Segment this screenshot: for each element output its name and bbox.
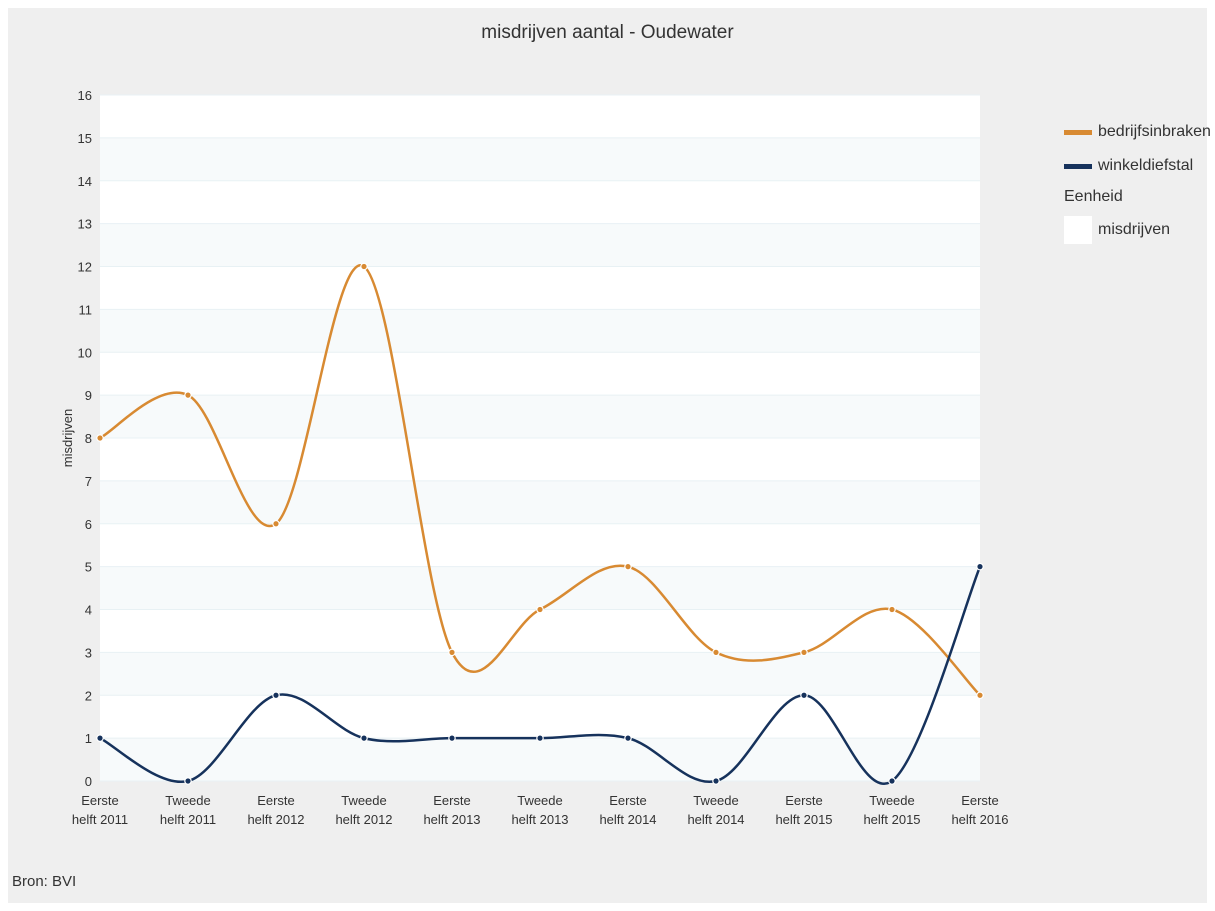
data-point-winkeldiefstal[interactable] — [800, 691, 808, 700]
legend-label-winkeldiefstal: winkeldiefstal — [1098, 157, 1194, 174]
data-point-winkeldiefstal[interactable] — [360, 734, 368, 742]
x-tick-label: helft 2013 — [511, 812, 568, 827]
y-tick-label: 10 — [78, 345, 92, 360]
data-point-winkeldiefstal[interactable] — [976, 562, 984, 571]
x-tick-label: helft 2016 — [951, 812, 1008, 827]
data-point-bedrijfsinbraken[interactable] — [360, 262, 368, 271]
grid-band — [100, 223, 980, 267]
y-tick-label: 13 — [78, 217, 92, 232]
grid-band — [100, 738, 980, 781]
grid-band — [100, 137, 980, 181]
x-tick-label: Tweede — [693, 793, 739, 808]
legend-unit-item[interactable]: misdrijven — [1064, 216, 1211, 244]
x-tick-label: Tweede — [341, 793, 387, 808]
grid-band — [100, 566, 980, 610]
y-tick-label: 15 — [78, 131, 92, 146]
x-tick-label: Eerste — [81, 793, 119, 808]
legend: bedrijfsinbraken winkeldiefstal Eenheid … — [1064, 118, 1211, 244]
grid-band — [100, 652, 980, 696]
series-layer — [96, 262, 984, 785]
legend-unit-label: misdrijven — [1098, 221, 1171, 238]
data-point-winkeldiefstal[interactable] — [272, 691, 280, 700]
legend-label-bedrijfsinbraken: bedrijfsinbraken — [1098, 123, 1211, 140]
y-tick-label: 14 — [78, 174, 92, 189]
data-point-bedrijfsinbraken[interactable] — [272, 519, 280, 528]
legend-swatch-winkeldiefstal — [1064, 163, 1092, 169]
data-point-bedrijfsinbraken[interactable] — [624, 562, 632, 571]
source-note: Bron: BVI — [12, 873, 77, 890]
x-tick-label: helft 2013 — [423, 812, 480, 827]
data-point-bedrijfsinbraken[interactable] — [800, 648, 808, 657]
y-tick-label: 4 — [85, 603, 92, 618]
grid-lines — [100, 94, 980, 782]
x-tick-label: helft 2011 — [72, 812, 128, 827]
x-tick-label: helft 2014 — [687, 812, 744, 827]
y-tick-label: 12 — [78, 260, 92, 275]
data-point-bedrijfsinbraken[interactable] — [976, 691, 984, 700]
legend-unit-title: Eenheid — [1064, 188, 1123, 205]
data-point-winkeldiefstal[interactable] — [184, 777, 192, 785]
grid-band — [100, 480, 980, 524]
data-point-bedrijfsinbraken[interactable] — [888, 605, 896, 614]
y-tick-label: 7 — [85, 474, 92, 489]
x-tick-label: Tweede — [869, 793, 915, 808]
y-tick-label: 16 — [78, 88, 92, 103]
x-tick-label: Tweede — [165, 793, 211, 808]
y-tick-label: 11 — [79, 302, 93, 317]
x-tick-label: Eerste — [785, 793, 823, 808]
grid-band — [100, 395, 980, 438]
y-tick-label: 6 — [85, 517, 92, 532]
legend-item-winkeldiefstal[interactable]: winkeldiefstal — [1064, 152, 1211, 180]
y-tick-label: 3 — [85, 645, 92, 660]
x-tick-label: Tweede — [517, 793, 563, 808]
x-tick-label: helft 2011 — [160, 812, 216, 827]
legend-unit-box — [1064, 216, 1092, 244]
series-line-winkeldiefstal — [99, 566, 982, 785]
y-tick-label: 1 — [85, 731, 92, 746]
x-tick-label: Eerste — [961, 793, 999, 808]
data-point-winkeldiefstal[interactable] — [888, 777, 896, 785]
x-axis: Eerste helft 2011 Tweede helft 2011 Eerste he… — [72, 793, 1009, 827]
y-tick-label: 9 — [85, 388, 92, 403]
data-point-bedrijfsinbraken[interactable] — [448, 648, 456, 657]
x-tick-label: Eerste — [609, 793, 647, 808]
x-tick-label: helft 2015 — [775, 812, 832, 827]
x-tick-label: helft 2014 — [599, 812, 656, 827]
legend-item-bedrijfsinbraken[interactable]: bedrijfsinbraken — [1064, 118, 1211, 146]
y-axis-label: misdrijven — [60, 409, 75, 468]
x-tick-label: Eerste — [257, 793, 295, 808]
y-tick-label: 0 — [85, 774, 92, 789]
x-tick-label: Eerste — [433, 793, 471, 808]
grid-band — [100, 309, 980, 353]
y-tick-label: 8 — [85, 431, 92, 446]
data-point-winkeldiefstal[interactable] — [448, 734, 456, 742]
y-tick-label: 5 — [85, 560, 92, 575]
data-point-bedrijfsinbraken[interactable] — [712, 648, 720, 657]
data-point-bedrijfsinbraken[interactable] — [184, 391, 192, 399]
data-point-winkeldiefstal[interactable] — [536, 734, 544, 742]
x-tick-label: helft 2015 — [863, 812, 920, 827]
data-point-winkeldiefstal[interactable] — [712, 777, 720, 785]
data-point-bedrijfsinbraken[interactable] — [96, 434, 104, 442]
legend-swatch-bedrijfsinbraken — [1064, 129, 1092, 135]
x-tick-label: helft 2012 — [247, 812, 304, 827]
data-point-winkeldiefstal[interactable] — [96, 734, 104, 742]
data-point-winkeldiefstal[interactable] — [624, 734, 632, 742]
y-tick-label: 2 — [85, 688, 92, 703]
chart-title: misdrijven aantal - Oudewater — [481, 22, 734, 43]
x-tick-label: helft 2012 — [335, 812, 392, 827]
data-point-bedrijfsinbraken[interactable] — [536, 605, 544, 614]
